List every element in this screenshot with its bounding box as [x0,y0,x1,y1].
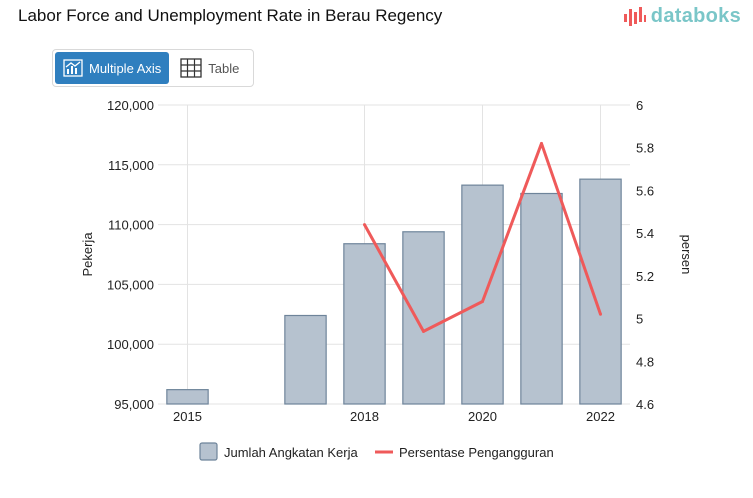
table-label: Table [208,60,240,76]
bar [402,231,445,405]
view-toggle: Multiple Axis Table [52,49,254,87]
line-point [599,312,602,316]
y-left-tick-label: 115,000 [108,158,154,173]
bar-logo-icon [623,6,646,26]
legend-label-line: Persentase Pengangguran [399,445,554,460]
legend-swatch-bar [199,442,218,461]
y-right-tick-label: 5.8 [636,141,654,156]
bar [166,389,209,405]
bar [284,314,327,405]
y-left-tick-label: 120,000 [107,98,154,113]
y-left-tick-label: 110,000 [108,218,154,233]
y-right-tick-label: 5 [636,312,643,327]
x-tick-label: 2020 [468,409,497,424]
chart-title: Labor Force and Unemployment Rate in Ber… [18,6,443,25]
bar [461,184,504,405]
table-button[interactable]: Table [171,50,248,86]
line-series [363,141,602,333]
y-left-tick-label: 95,000 [114,397,154,412]
line-point [540,141,543,145]
line-point [481,299,484,303]
y-right-tick-label: 4.8 [636,354,654,369]
y-right-tick-label: 4.6 [636,397,654,412]
bar [520,192,563,405]
brand-logo[interactable]: databoks [623,5,741,28]
multiple-axis-button[interactable]: Multiple Axis [55,52,170,84]
axes: 95,000 100,000 105,000 110,000 115,000 120,00… [80,98,694,424]
y-right-axis-title: persen [679,235,694,275]
y-right-tick-label: 5.2 [636,269,654,284]
bar [343,243,386,405]
y-left-tick-label: 105,000 [107,277,154,292]
line-point [422,329,425,333]
chart-icon [63,59,83,77]
x-tick-label: 2022 [586,409,615,424]
x-tick-label: 2015 [173,409,202,424]
line-point [363,223,366,227]
y-left-tick-label: 100,000 [107,337,154,352]
x-tick-label: 2018 [350,409,379,424]
legend: Jumlah Angkatan Kerja Persentase Pengangg… [199,442,554,461]
multiple-axis-label: Multiple Axis [89,60,162,76]
bar-series [166,178,622,405]
y-right-tick-label: 6 [636,98,643,113]
y-left-axis-title: Pekerja [80,232,95,277]
y-right-tick-label: 5.6 [636,183,654,198]
legend-label-bar: Jumlah Angkatan Kerja [224,445,358,460]
table-icon [180,58,202,78]
y-right-tick-label: 5.4 [636,226,654,241]
bar [579,178,622,405]
brand-name: databoks [650,5,741,27]
